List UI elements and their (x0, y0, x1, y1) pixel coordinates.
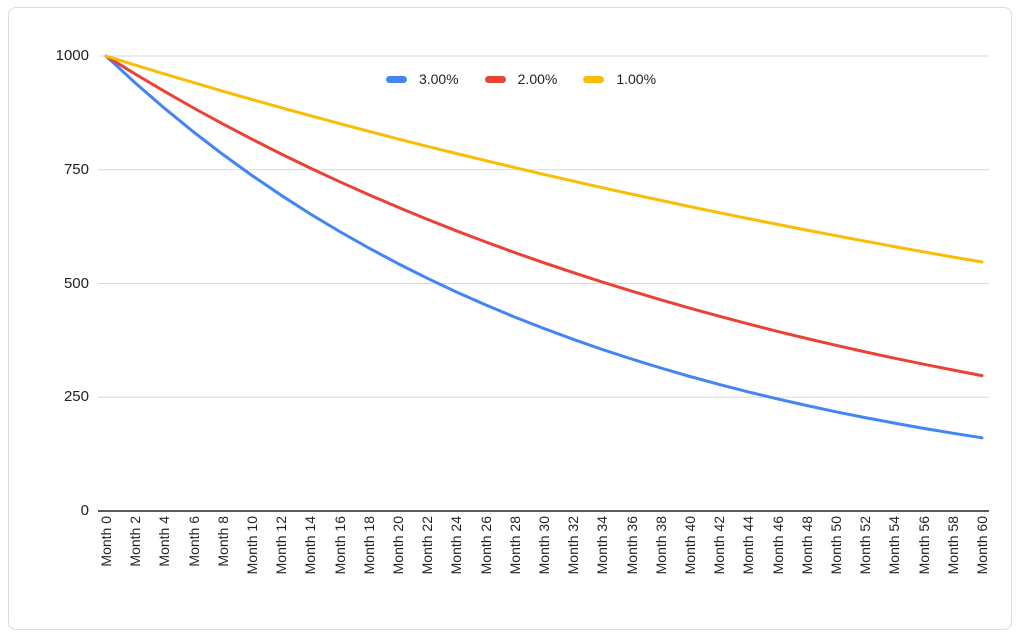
x-axis-tick-label: Month 60 (974, 516, 990, 575)
x-axis-tick-label: Month 48 (798, 516, 815, 575)
x-axis-tick-label: Month 52 (857, 516, 874, 575)
series-line-2.00%[interactable] (104, 54, 984, 378)
y-axis-tick-label: 750 (63, 160, 89, 178)
legend-label: 1.00% (616, 71, 657, 87)
x-axis-tick-label: Month 38 (652, 516, 669, 575)
x-axis-tick-label: Month 26 (477, 516, 494, 575)
x-axis-tick-label: Month 4 (156, 516, 173, 567)
legend-item-1.00%[interactable]: 1.00% (583, 70, 656, 88)
series-line-1.00%[interactable] (104, 54, 984, 264)
x-axis-tick-label: Month 20 (390, 516, 406, 575)
x-axis-tick-label: Month 36 (623, 516, 640, 575)
x-axis-tick-label: Month 14 (302, 516, 319, 575)
legend-item-3.00%[interactable]: 3.00% (385, 70, 459, 88)
x-axis-tick-label: Month 56 (915, 516, 932, 575)
x-axis-tick-label: Month 24 (448, 516, 465, 575)
chart-legend: 3.00% 2.00% 1.00% (61, 68, 981, 90)
legend-swatch-icon (583, 75, 605, 83)
x-axis-tick-label: Month 10 (244, 516, 260, 575)
x-axis-tick-label: Month 32 (565, 516, 582, 575)
x-axis-tick-label: Month 12 (273, 516, 290, 575)
x-axis-tick-label: Month 18 (360, 516, 377, 575)
x-axis-tick-label: Month 22 (419, 516, 436, 575)
x-axis-tick-label: Month 2 (127, 516, 144, 567)
legend-label: 2.00% (517, 71, 558, 87)
x-axis-tick-label: Month 34 (594, 516, 611, 575)
legend-item-2.00%[interactable]: 2.00% (484, 70, 558, 88)
chart-card: 0 250 500 750 1000 Month 0 Month 2 Month 4 Mont… (8, 7, 1012, 630)
x-axis-tick-label: Month 30 (536, 516, 552, 575)
series-line-3.00%[interactable] (104, 54, 984, 440)
x-axis-tick-label: Month 16 (331, 516, 348, 575)
x-axis-tick-label: Month 40 (682, 516, 698, 575)
x-axis-tick-label: Month 50 (828, 516, 844, 575)
y-axis-tick-label: 500 (63, 274, 89, 292)
x-axis-tick-label: Month 6 (185, 516, 202, 567)
x-axis-tick-label: Month 0 (98, 516, 114, 567)
legend-swatch-icon (484, 75, 506, 83)
y-axis-tick-label: 1000 (55, 47, 89, 64)
x-axis-tick-label: Month 44 (740, 516, 757, 575)
x-axis-tick-label: Month 58 (944, 516, 961, 575)
x-axis-tick-label: Month 8 (214, 516, 231, 567)
y-axis-tick-label: 0 (80, 502, 89, 519)
x-axis-tick-label: Month 42 (711, 516, 728, 575)
y-axis-tick-label: 250 (63, 388, 89, 406)
legend-swatch-icon (385, 75, 407, 83)
x-axis-tick-label: Month 46 (769, 516, 786, 575)
legend-label: 3.00% (418, 71, 459, 87)
x-axis-tick-label: Month 54 (886, 516, 903, 575)
x-axis-tick-label: Month 28 (506, 516, 523, 575)
